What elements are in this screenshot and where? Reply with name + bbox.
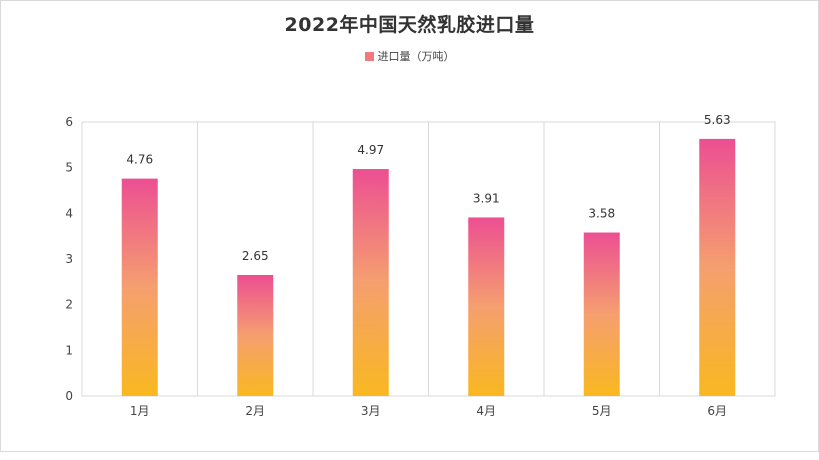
y-tick-label: 0 <box>65 389 73 403</box>
x-tick-label: 4月 <box>476 404 496 418</box>
data-label: 3.58 <box>588 207 615 221</box>
x-tick-label: 1月 <box>130 404 150 418</box>
x-tick-label: 3月 <box>361 404 381 418</box>
y-tick-label: 4 <box>65 206 73 220</box>
data-label: 4.76 <box>126 153 153 167</box>
y-tick-label: 6 <box>65 115 73 129</box>
chart-plot: 0 1 2 3 4 5 6 4.76 1月 2.65 2月 4.97 3月 3.91 4月 3.58 5月 5.6… <box>65 113 776 418</box>
x-tick-label: 6月 <box>707 404 727 418</box>
y-tick-label: 2 <box>65 298 73 312</box>
bar-6[interactable] <box>699 138 736 396</box>
data-label: 2.65 <box>242 249 269 263</box>
bar-5[interactable] <box>583 232 620 396</box>
y-tick-label: 5 <box>65 161 73 175</box>
data-label: 5.63 <box>704 113 731 127</box>
data-label: 4.97 <box>357 143 384 157</box>
data-label: 3.91 <box>473 191 500 205</box>
legend-label: 进口量（万吨） <box>377 50 455 63</box>
chart-legend[interactable]: 进口量（万吨） <box>1 48 818 64</box>
chart-title: 2022年中国天然乳胶进口量 <box>284 14 535 36</box>
bar-1[interactable] <box>121 178 158 396</box>
bar-4[interactable] <box>468 217 505 396</box>
bar-2[interactable] <box>237 274 274 396</box>
bar-3[interactable] <box>352 169 389 396</box>
y-tick-label: 3 <box>65 252 73 266</box>
x-tick-label: 5月 <box>592 404 612 418</box>
legend-swatch <box>364 52 374 61</box>
y-tick-label: 1 <box>65 343 73 357</box>
x-tick-label: 2月 <box>245 404 265 418</box>
